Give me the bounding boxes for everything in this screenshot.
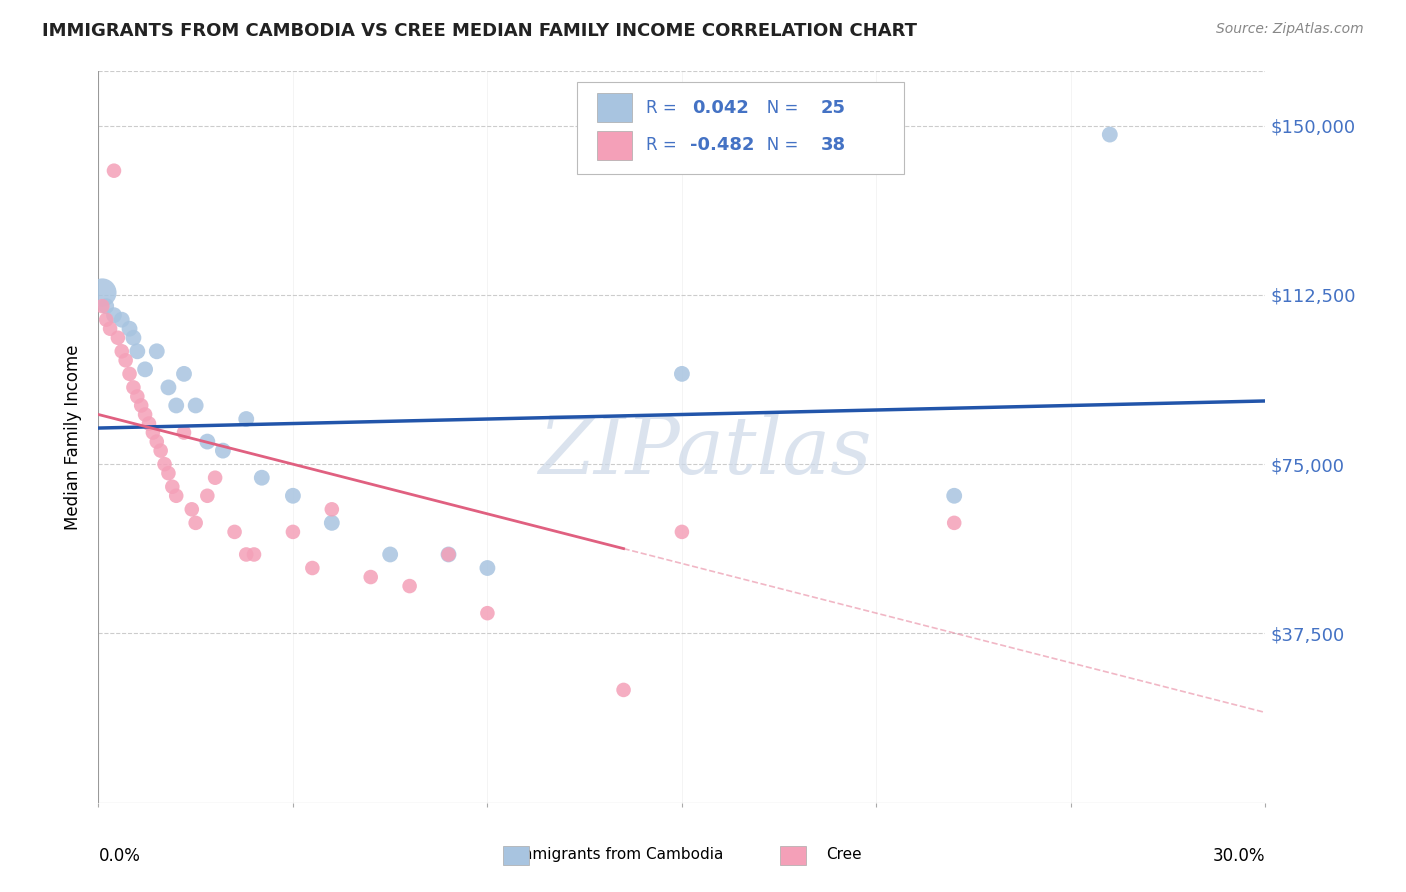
Text: R =: R = <box>645 136 682 154</box>
Point <box>165 489 187 503</box>
Point <box>111 312 134 326</box>
Point <box>671 524 693 539</box>
Point <box>477 606 499 620</box>
Point <box>613 682 636 697</box>
Point <box>235 412 257 426</box>
Point <box>204 471 226 485</box>
Point <box>321 502 343 516</box>
Point <box>107 331 129 345</box>
Point <box>127 389 149 403</box>
Point <box>122 380 145 394</box>
Point <box>360 570 382 584</box>
Point <box>118 322 141 336</box>
Point <box>281 524 304 539</box>
Point <box>96 299 118 313</box>
Point <box>122 331 145 345</box>
Point <box>235 548 257 562</box>
Point <box>301 561 323 575</box>
Point <box>96 312 118 326</box>
Point <box>91 299 114 313</box>
Point <box>184 516 207 530</box>
Text: 0.0%: 0.0% <box>98 847 141 864</box>
Point <box>212 443 235 458</box>
Point <box>321 516 343 530</box>
Point <box>157 380 180 394</box>
Text: 25: 25 <box>821 98 846 117</box>
Point <box>142 425 165 440</box>
Point <box>195 489 218 503</box>
Point <box>477 561 499 575</box>
FancyBboxPatch shape <box>596 131 631 160</box>
Point <box>943 489 966 503</box>
Point <box>157 466 180 480</box>
Point <box>98 322 121 336</box>
Text: Source: ZipAtlas.com: Source: ZipAtlas.com <box>1216 22 1364 37</box>
Text: R =: R = <box>645 98 688 117</box>
Text: 0.042: 0.042 <box>692 98 749 117</box>
FancyBboxPatch shape <box>576 82 904 174</box>
Text: Cree: Cree <box>825 847 862 862</box>
Point <box>162 480 184 494</box>
Point <box>134 408 156 422</box>
Point <box>118 367 141 381</box>
Text: 38: 38 <box>821 136 846 154</box>
Point <box>281 489 304 503</box>
Point <box>437 548 460 562</box>
Point <box>943 516 966 530</box>
Point <box>138 417 160 431</box>
Point <box>243 548 266 562</box>
Point <box>250 471 273 485</box>
Point <box>398 579 420 593</box>
Point <box>146 344 169 359</box>
Text: -0.482: -0.482 <box>690 136 755 154</box>
Text: ZIPatlas: ZIPatlas <box>538 413 872 491</box>
Point <box>165 399 187 413</box>
Point <box>1098 128 1121 142</box>
Text: Immigrants from Cambodia: Immigrants from Cambodia <box>513 847 724 862</box>
Point <box>224 524 246 539</box>
Point <box>146 434 169 449</box>
Text: N =: N = <box>751 136 803 154</box>
Point <box>134 362 156 376</box>
Text: N =: N = <box>751 98 803 117</box>
FancyBboxPatch shape <box>596 93 631 122</box>
Text: IMMIGRANTS FROM CAMBODIA VS CREE MEDIAN FAMILY INCOME CORRELATION CHART: IMMIGRANTS FROM CAMBODIA VS CREE MEDIAN … <box>42 22 917 40</box>
Point <box>103 163 125 178</box>
Point <box>127 344 149 359</box>
Point <box>195 434 218 449</box>
Point <box>103 308 125 322</box>
Point <box>129 399 152 413</box>
Point <box>173 367 195 381</box>
Point <box>180 502 202 516</box>
Point <box>437 548 460 562</box>
Y-axis label: Median Family Income: Median Family Income <box>65 344 83 530</box>
Point <box>173 425 195 440</box>
Point <box>111 344 134 359</box>
Point <box>149 443 172 458</box>
Point <box>91 285 114 300</box>
Text: 30.0%: 30.0% <box>1213 847 1265 864</box>
Point <box>114 353 136 368</box>
Point <box>671 367 693 381</box>
Point <box>380 548 402 562</box>
Point <box>153 457 176 471</box>
Point <box>184 399 207 413</box>
